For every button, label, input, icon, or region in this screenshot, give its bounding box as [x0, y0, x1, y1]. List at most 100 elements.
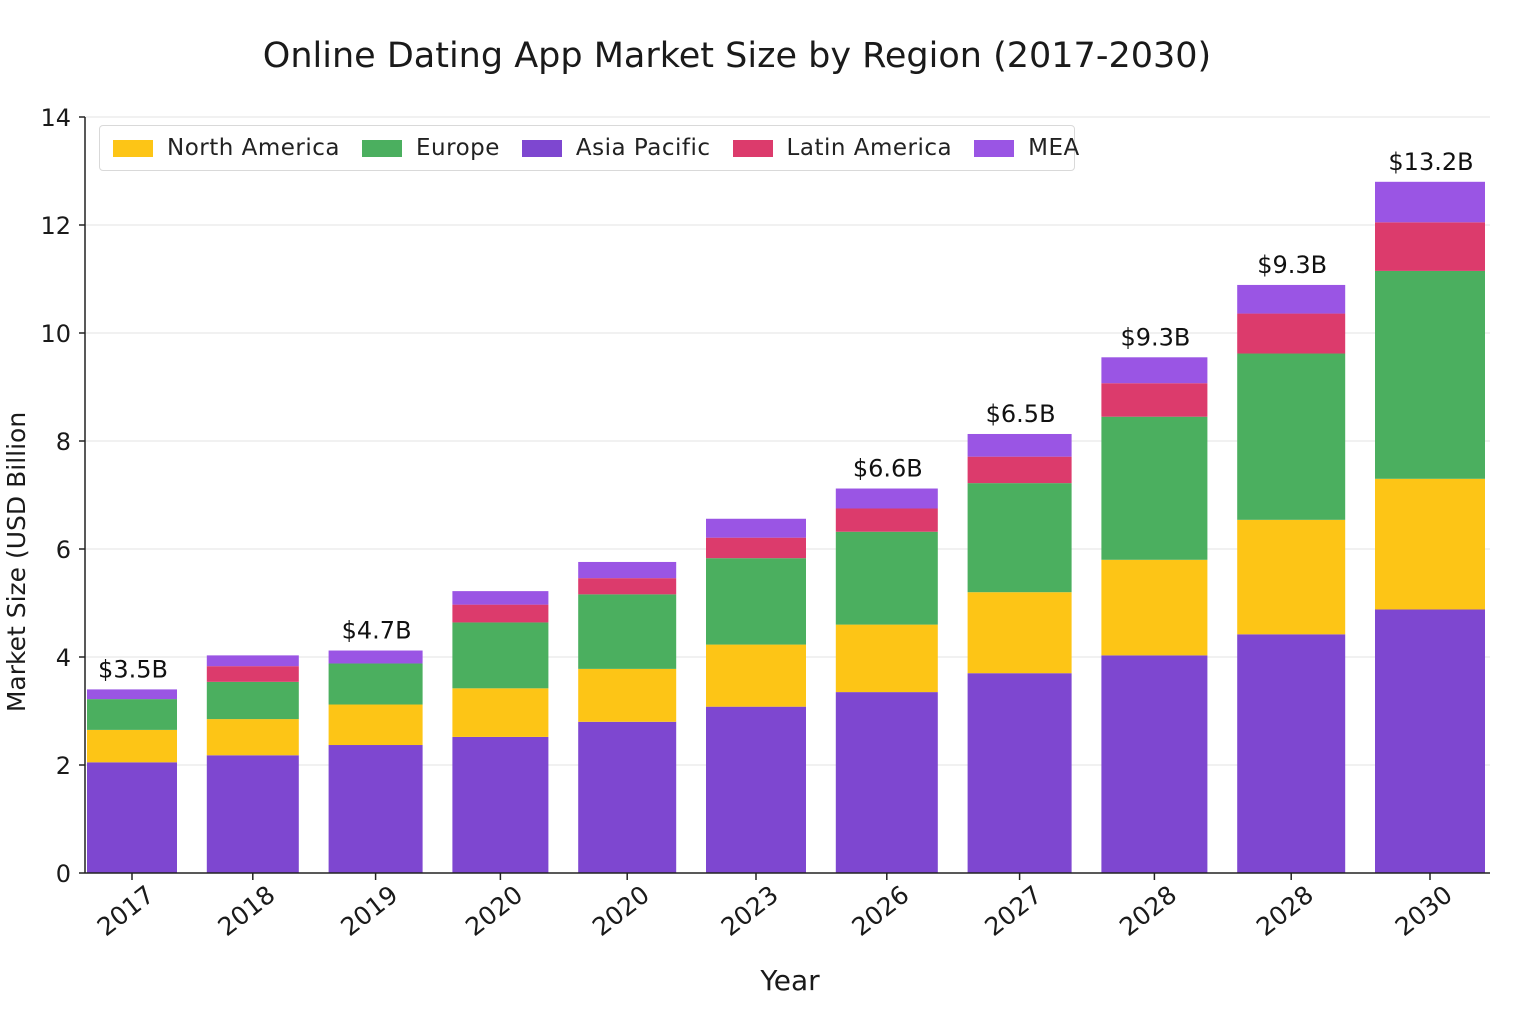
- bar-north-america: [206, 719, 299, 756]
- x-tick-label: 2017: [92, 880, 160, 942]
- bar-asia-pacific: [87, 762, 177, 873]
- total-label: $3.5B: [98, 655, 168, 683]
- bar-north-america: [1101, 559, 1208, 656]
- x-tick-label: 2026: [847, 880, 915, 942]
- legend-swatch-asia-pacific: [521, 139, 562, 157]
- bar-north-america: [706, 644, 806, 707]
- bar-north-america: [835, 624, 938, 693]
- legend-swatch-latin-america: [732, 139, 773, 157]
- y-tick-label: 0: [56, 860, 71, 888]
- x-tick-label: 2020: [460, 880, 528, 942]
- bar-europe: [706, 558, 806, 645]
- bar-north-america: [1375, 478, 1485, 610]
- bar-mea: [706, 518, 806, 538]
- bar-latin-america: [206, 666, 299, 682]
- x-tick-label: 2028: [1251, 880, 1319, 942]
- bar-asia-pacific: [706, 706, 806, 873]
- chart-title: Online Dating App Market Size by Region …: [263, 36, 1211, 76]
- x-axis-title: Year: [759, 964, 820, 997]
- legend-swatch-mea: [974, 139, 1015, 157]
- bar-mea: [578, 561, 677, 579]
- bar-asia-pacific: [206, 755, 299, 873]
- bar-latin-america: [706, 537, 806, 559]
- legend-label: North America: [167, 135, 341, 161]
- legend-label: MEA: [1028, 135, 1080, 161]
- bar-mea: [1101, 357, 1208, 384]
- bar-latin-america: [835, 508, 938, 532]
- bar-mea: [1237, 284, 1346, 314]
- bar-north-america: [578, 668, 677, 722]
- bar-europe: [206, 681, 299, 720]
- legend-item-latin-america: Latin America: [732, 135, 953, 161]
- legend-item-north-america: North America: [113, 135, 340, 161]
- legend-item-asia-pacific: Asia Pacific: [521, 135, 711, 161]
- bar-latin-america: [578, 578, 677, 595]
- bar-europe: [1237, 353, 1346, 520]
- bar-asia-pacific: [452, 736, 549, 873]
- legend-label: Latin America: [786, 135, 953, 161]
- bar-asia-pacific: [1101, 655, 1208, 873]
- total-label: $4.7B: [342, 617, 412, 645]
- bar-mea: [206, 655, 299, 667]
- bar-asia-pacific: [578, 721, 677, 873]
- x-tick-label: 2030: [1390, 880, 1458, 942]
- bar-mea: [967, 433, 1072, 457]
- bar-europe: [578, 594, 677, 669]
- total-label: $6.6B: [853, 455, 923, 483]
- bar-asia-pacific: [835, 692, 938, 873]
- bar-mea: [87, 689, 177, 700]
- bar-latin-america: [452, 604, 549, 623]
- total-label: $9.3B: [1120, 323, 1190, 351]
- x-tick-label: 2028: [1114, 880, 1182, 942]
- bar-europe: [1375, 270, 1485, 479]
- legend-item-europe: Europe: [362, 135, 500, 161]
- bar-europe: [328, 663, 423, 705]
- total-label: $9.3B: [1257, 251, 1327, 279]
- y-axis-title: Market Size (USD Billion: [2, 412, 31, 712]
- legend-item-mea: MEA: [974, 135, 1080, 161]
- y-tick-label: 14: [40, 104, 71, 132]
- legend-swatch-north-america: [113, 139, 153, 157]
- bar-north-america: [452, 688, 549, 737]
- legend-label: Europe: [416, 135, 500, 161]
- bar-north-america: [87, 729, 177, 763]
- y-tick-label: 2: [56, 752, 71, 780]
- total-labels: $3.5B $4.7B $6.6B $6.5B $9.3B $9.3B $13.2B: [98, 148, 1474, 684]
- bar-europe: [87, 699, 177, 730]
- y-tick-label: 6: [56, 536, 71, 564]
- bar-latin-america: [1237, 313, 1346, 354]
- bar-north-america: [967, 592, 1072, 674]
- bar-mea: [452, 591, 549, 605]
- bar-latin-america: [1375, 222, 1485, 271]
- total-label: $6.5B: [986, 400, 1056, 428]
- y-tick-label: 10: [40, 320, 71, 348]
- bar-mea: [1375, 181, 1485, 223]
- y-tick-label: 8: [56, 428, 71, 456]
- legend-label: Asia Pacific: [575, 135, 711, 161]
- x-tick-label: 2027: [979, 880, 1047, 942]
- legend: North America Europe Asia Pacific Latin …: [99, 125, 1079, 171]
- total-label: $13.2B: [1388, 148, 1473, 176]
- x-tick-label: 2018: [213, 880, 281, 942]
- x-tick-label: 2019: [335, 880, 403, 942]
- bar-europe: [967, 483, 1072, 593]
- bar-north-america: [328, 704, 423, 746]
- bar-asia-pacific: [967, 673, 1072, 873]
- y-tick-label: 12: [40, 212, 71, 240]
- bars: [87, 181, 1485, 873]
- bar-asia-pacific: [1237, 634, 1346, 873]
- bar-asia-pacific: [1375, 609, 1485, 873]
- bar-mea: [328, 650, 423, 664]
- y-tick-label: 4: [56, 644, 71, 672]
- bar-latin-america: [1101, 383, 1208, 417]
- x-tick-label: 2020: [587, 880, 655, 942]
- x-tick-label: 2023: [716, 880, 784, 942]
- bar-asia-pacific: [328, 745, 423, 873]
- bar-mea: [835, 488, 938, 509]
- bar-latin-america: [967, 456, 1072, 484]
- legend-swatch-europe: [362, 139, 403, 157]
- bar-europe: [452, 622, 549, 689]
- bar-north-america: [1237, 519, 1346, 635]
- bar-europe: [835, 531, 938, 625]
